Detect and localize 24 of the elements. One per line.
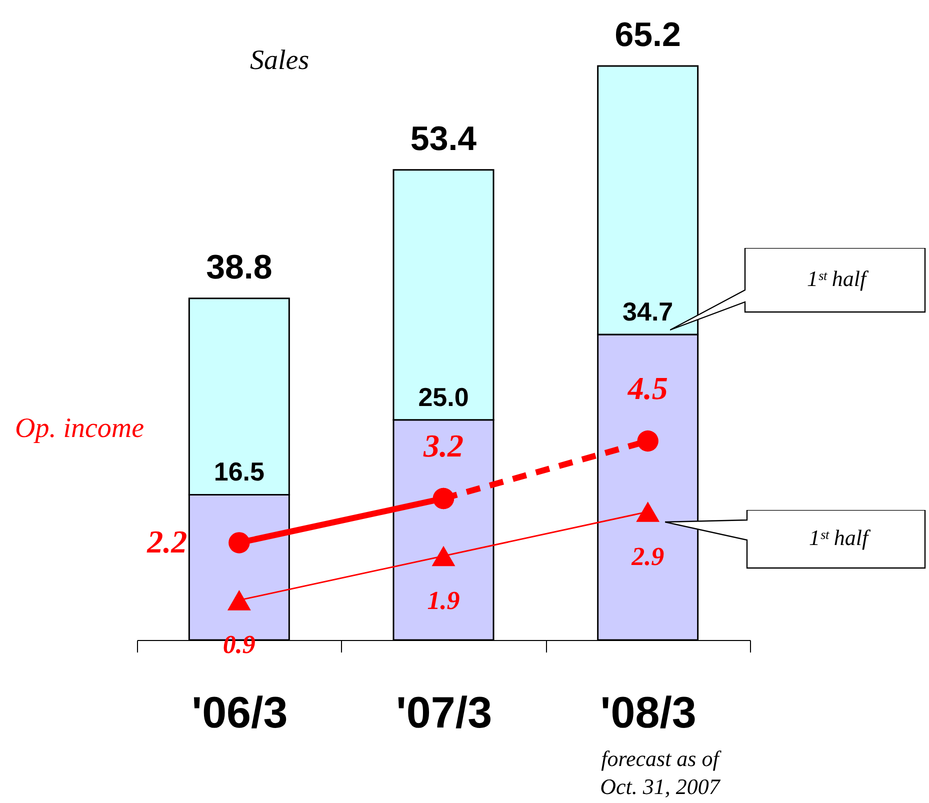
x-tick-label: '07/3: [396, 688, 492, 738]
point: [228, 532, 250, 554]
text: 1ˢᵗ half: [807, 266, 866, 292]
annotation: Op. income: [15, 413, 144, 445]
data-label: 2.2: [146, 524, 188, 560]
text: 1ˢᵗ half: [809, 525, 868, 551]
annotation: Sales: [250, 45, 310, 77]
point: [432, 546, 456, 566]
point: [637, 430, 658, 452]
data-label: 3.2: [422, 427, 464, 464]
data-label: 1.9: [427, 586, 460, 615]
total-label: 65.2: [614, 16, 681, 54]
data-label: 4.5: [626, 370, 668, 406]
x-tick-label: '08/3: [600, 688, 696, 738]
point: [227, 590, 251, 610]
data-label: 16.5: [214, 456, 264, 487]
data-label: 34.7: [622, 296, 674, 327]
x-tick-label: '06/3: [192, 688, 288, 738]
text: forecast as of Oct. 31, 2007: [599, 745, 722, 800]
total-label: 53.4: [410, 120, 477, 158]
data-label: 25.0: [418, 382, 469, 412]
total-label: 38.8: [206, 248, 272, 286]
point: [636, 502, 660, 522]
data-label: 2.9: [630, 542, 664, 571]
